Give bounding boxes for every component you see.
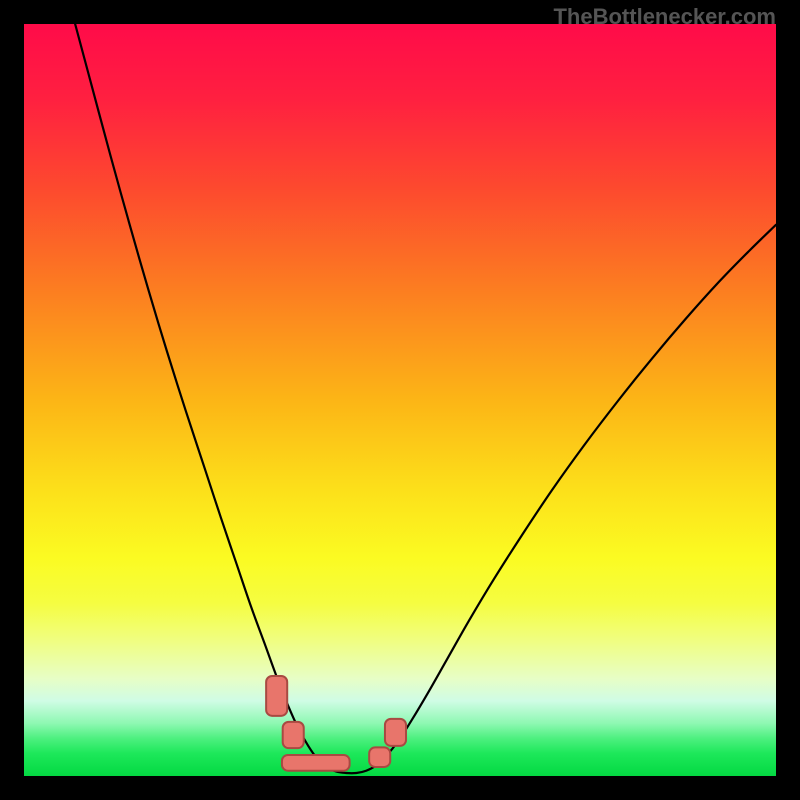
watermark-text: TheBottlenecker.com [553, 4, 776, 30]
plot-area [24, 24, 776, 776]
marker-pill-0 [266, 676, 287, 716]
bottleneck-curve [75, 24, 776, 773]
marker-pill-4 [385, 719, 406, 746]
marker-pill-3 [369, 747, 390, 767]
marker-pill-2 [282, 755, 350, 771]
marker-pill-1 [283, 722, 304, 748]
chart-svg [24, 24, 776, 776]
